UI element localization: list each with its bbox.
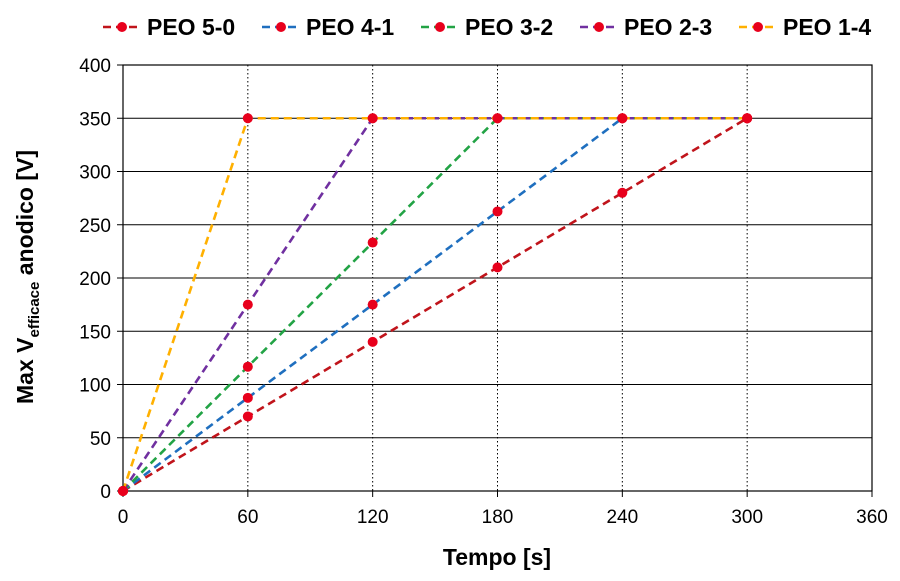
series-markers [118, 113, 753, 496]
x-tick-label: 0 [118, 507, 129, 528]
x-tick-label: 60 [237, 507, 258, 528]
data-point [242, 392, 253, 403]
data-point [367, 336, 378, 347]
x-tick-label: 180 [482, 507, 514, 528]
y-tick-label: 300 [79, 163, 111, 184]
data-point [242, 411, 253, 422]
y-axis-title-subscript: efficace [26, 282, 43, 338]
x-axis-title: Tempo [s] [443, 544, 551, 570]
y-tick-label: 350 [79, 109, 111, 130]
data-point [242, 113, 253, 124]
legend-item: PEO 4-1 [262, 14, 394, 40]
y-axis-title-suffix: anodico [V] [12, 150, 38, 282]
plot-frame [122, 64, 873, 492]
legend-label: PEO 3-2 [465, 14, 553, 40]
x-tick-label: 120 [357, 507, 389, 528]
legend-marker [594, 22, 604, 32]
data-point [242, 361, 253, 372]
legend: PEO 5-0 PEO 4-1 PEO 3-2 PEO 2-3 PEO 1-4 [103, 14, 871, 40]
legend-item: PEO 3-2 [421, 14, 553, 40]
series-line [122, 117, 748, 493]
grid [123, 64, 872, 491]
data-point [492, 206, 503, 217]
legend-item: PEO 1-4 [739, 14, 871, 40]
y-tick-label: 100 [79, 376, 111, 397]
legend-label: PEO 4-1 [306, 14, 394, 40]
data-point [367, 113, 378, 124]
data-point [242, 299, 253, 310]
x-tick-label: 240 [606, 507, 638, 528]
tick-labels: 0 50 100 150 200 250 300 350 400 0 60 120 180 240 300 3… [79, 56, 888, 528]
x-tick-label: 300 [731, 507, 763, 528]
data-point [367, 299, 378, 310]
data-point [492, 113, 503, 124]
x-tick-label: 360 [856, 507, 888, 528]
data-point [118, 486, 128, 496]
legend-label: PEO 5-0 [147, 14, 235, 40]
y-axis-title-prefix: Max V [12, 337, 38, 404]
data-point [367, 237, 378, 248]
y-tick-label: 250 [79, 216, 111, 237]
axes [117, 64, 873, 497]
legend-label: PEO 2-3 [624, 14, 712, 40]
series-line [121, 116, 748, 492]
legend-marker [276, 22, 286, 32]
legend-item: PEO 5-0 [103, 14, 235, 40]
data-point [617, 187, 628, 198]
y-tick-label: 50 [90, 429, 111, 450]
data-point [617, 113, 628, 124]
legend-marker [117, 22, 127, 32]
legend-marker [435, 22, 445, 32]
data-point [742, 113, 753, 124]
y-tick-label: 200 [79, 269, 111, 290]
data-point [492, 262, 503, 273]
legend-marker [753, 22, 763, 32]
y-tick-label: 150 [79, 322, 111, 343]
y-axis-title: Max Vefficace anodico [V] [12, 150, 43, 404]
y-tick-label: 0 [100, 482, 111, 503]
series-lines [121, 116, 748, 493]
legend-item: PEO 2-3 [580, 14, 712, 40]
series-line [121, 116, 748, 492]
y-tick-label: 400 [79, 56, 111, 77]
series-line [122, 116, 748, 492]
legend-label: PEO 1-4 [783, 14, 871, 40]
